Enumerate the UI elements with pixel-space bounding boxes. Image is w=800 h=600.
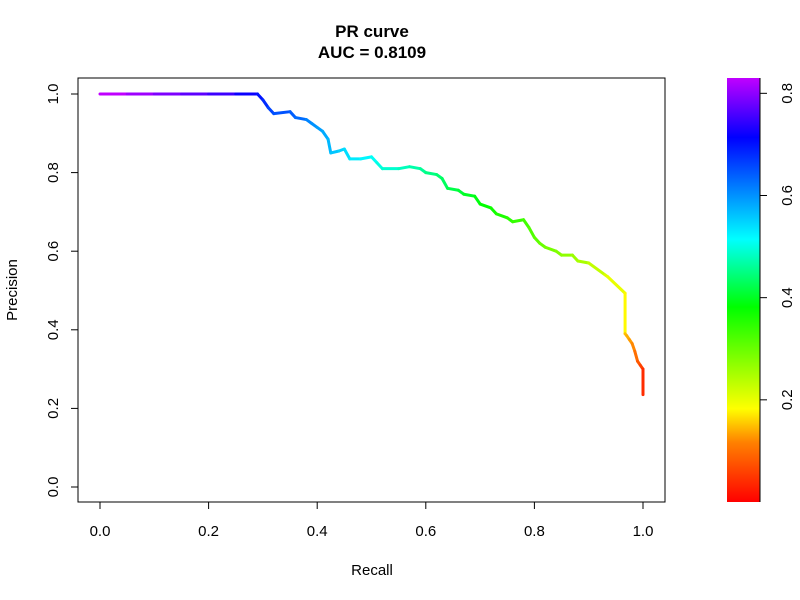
curve-segment <box>321 129 330 141</box>
y-axis: 0.0 0.2 0.4 0.6 0.8 1.0 <box>45 84 79 498</box>
curve-segment <box>543 245 558 253</box>
curve-segment <box>397 165 412 171</box>
curve-segment <box>261 98 270 110</box>
x-tick-label: 0.0 <box>90 523 111 540</box>
x-tick-label: 0.4 <box>307 523 328 540</box>
x-tick-label: 1.0 <box>633 523 654 540</box>
y-tick-label: 0.0 <box>45 477 62 498</box>
curve-segment <box>446 186 460 192</box>
colorbar-tick-label: 0.4 <box>779 287 796 308</box>
y-axis-label: Precision <box>4 259 21 321</box>
curve-segment <box>494 212 509 220</box>
colorbar-tick-label: 0.2 <box>779 389 796 410</box>
curve-segment <box>473 194 482 206</box>
y-tick-label: 0.2 <box>45 398 62 419</box>
x-tick-label: 0.8 <box>524 523 545 540</box>
colorbar-tick-label: 0.6 <box>779 185 796 206</box>
curve-segment <box>587 261 607 277</box>
chart-title: PR curve <box>335 22 409 41</box>
y-tick-label: 0.8 <box>45 162 62 183</box>
x-axis: 0.0 0.2 0.4 0.6 0.8 1.0 <box>90 501 654 540</box>
curve-segment <box>522 218 531 230</box>
y-tick-label: 0.6 <box>45 241 62 262</box>
x-tick-label: 0.2 <box>198 523 219 540</box>
x-axis-label: Recall <box>351 562 393 579</box>
curve-segment <box>440 176 450 190</box>
curve-segment <box>478 202 493 210</box>
plot-frame <box>77 77 666 503</box>
curve-segment <box>424 171 439 177</box>
curve-segment <box>511 218 526 224</box>
y-tick-label: 1.0 <box>45 84 62 105</box>
chart-subtitle: AUC = 0.8109 <box>318 43 426 62</box>
curve-segment <box>359 155 373 161</box>
curve-segment <box>408 165 422 171</box>
curve-segment <box>633 349 640 363</box>
colorbar-axis: 0.2 0.4 0.6 0.8 <box>759 78 796 502</box>
curve-segment <box>293 116 308 122</box>
curve-segment <box>527 226 536 239</box>
pr-curve-line <box>98 92 645 397</box>
y-tick-label: 0.4 <box>45 319 62 340</box>
curve-segment <box>342 147 352 161</box>
curve-segment <box>576 259 591 265</box>
curve-segment <box>272 110 292 116</box>
colorbar <box>727 78 760 502</box>
curve-segment <box>462 192 477 198</box>
curve-segment <box>326 137 333 155</box>
x-tick-label: 0.6 <box>415 523 436 540</box>
colorbar-tick-label: 0.8 <box>779 83 796 104</box>
curve-segment <box>606 275 627 295</box>
